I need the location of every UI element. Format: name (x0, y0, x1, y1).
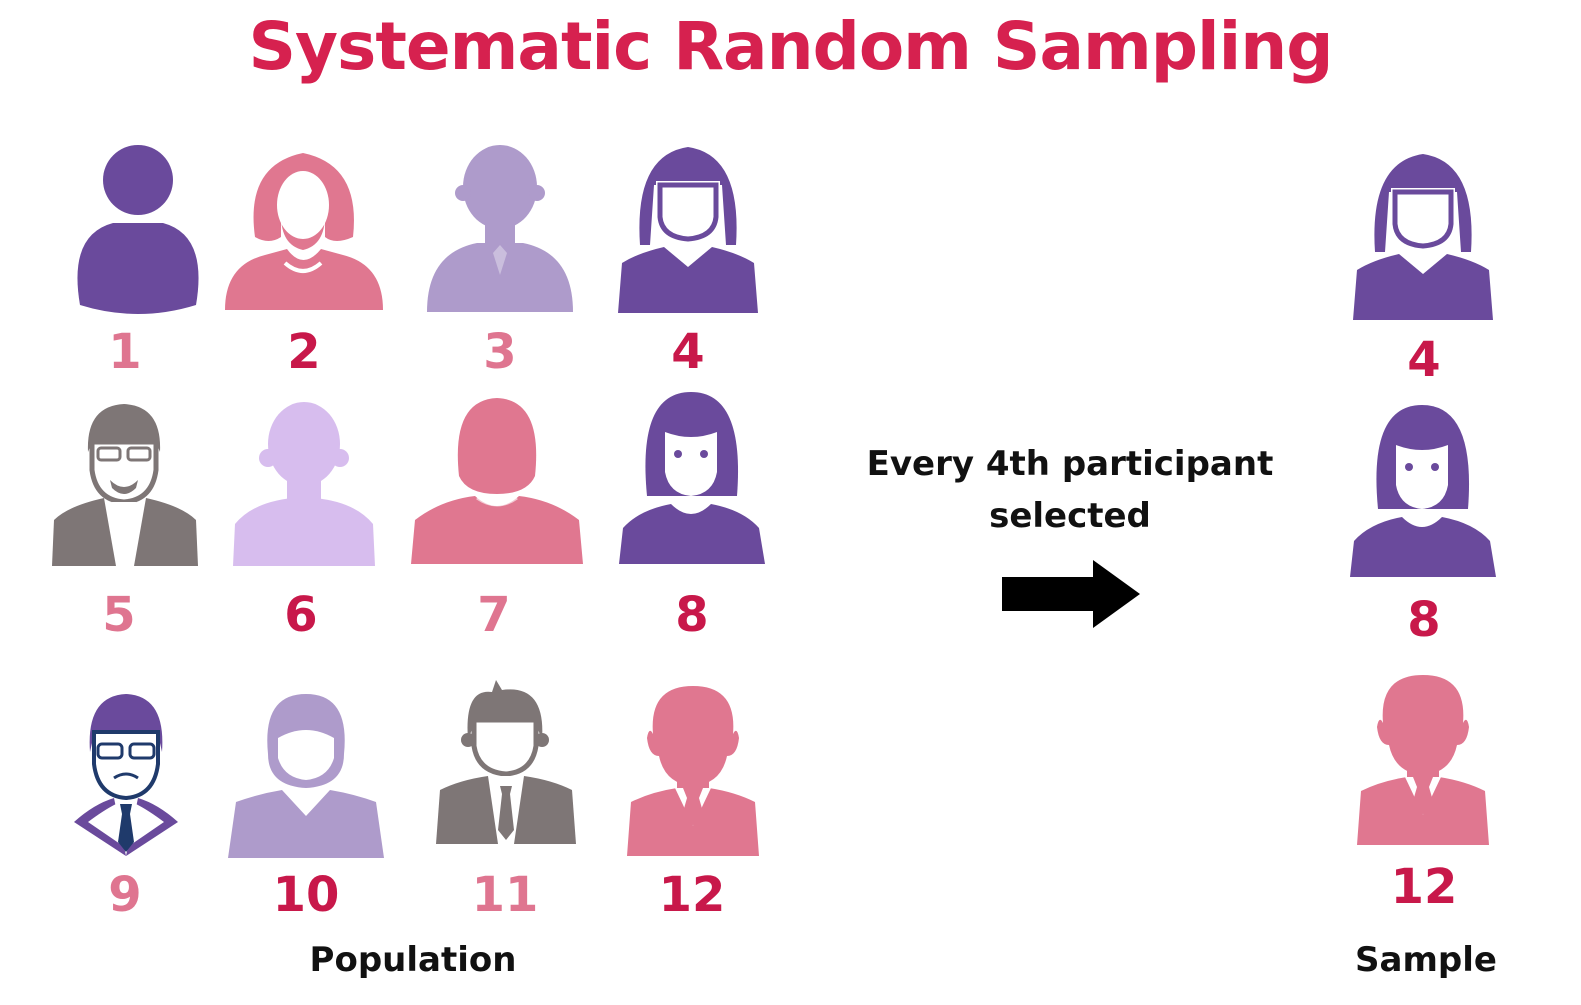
woman-long-hair-icon (618, 147, 758, 313)
population-number-5: 5 (102, 587, 136, 643)
businessman-glasses-icon (74, 694, 178, 856)
sample-number-4: 4 (1407, 332, 1441, 388)
population-number-3: 3 (483, 324, 517, 380)
selection-rule-text: Every 4th participant selected (830, 438, 1310, 542)
population-number-8: 8 (675, 587, 709, 643)
sample-number-8: 8 (1407, 592, 1441, 648)
man-suit-tie-icon (627, 686, 759, 856)
woman-long-hair-icon (1353, 154, 1493, 320)
population-label: Population (309, 940, 517, 980)
sample-column (1350, 154, 1496, 845)
sample-number-12: 12 (1390, 859, 1458, 915)
selection-rule-line2: selected (989, 496, 1151, 536)
population-number-2: 2 (287, 324, 321, 380)
population-number-9: 9 (108, 867, 142, 923)
person-generic-icon (77, 145, 199, 314)
selection-rule-line1: Every 4th participant (866, 444, 1274, 484)
population-number-11: 11 (471, 867, 539, 923)
man-glasses-suit-icon (52, 404, 198, 566)
man-vneck-icon (228, 694, 384, 858)
person-silhouette-icon (233, 402, 375, 566)
sample-label: Sample (1355, 940, 1497, 980)
population-number-6: 6 (284, 587, 318, 643)
population-number-7: 7 (477, 587, 511, 643)
man-suit-tie-icon (1357, 675, 1489, 845)
woman-bangs-icon (1350, 405, 1496, 577)
population-number-12: 12 (658, 867, 726, 923)
population-grid (52, 145, 765, 858)
man-bald-tie-icon (427, 145, 573, 312)
population-number-4: 4 (671, 324, 705, 380)
diagram-title: Systematic Random Sampling (248, 8, 1334, 85)
population-number-10: 10 (272, 867, 340, 923)
population-number-1: 1 (108, 324, 142, 380)
man-spiky-hair-suit-icon (436, 680, 576, 844)
man-plain-icon (411, 398, 583, 564)
right-arrow-icon (1002, 560, 1140, 628)
woman-bob-hair-icon (225, 153, 383, 310)
woman-bangs-icon (619, 392, 765, 564)
